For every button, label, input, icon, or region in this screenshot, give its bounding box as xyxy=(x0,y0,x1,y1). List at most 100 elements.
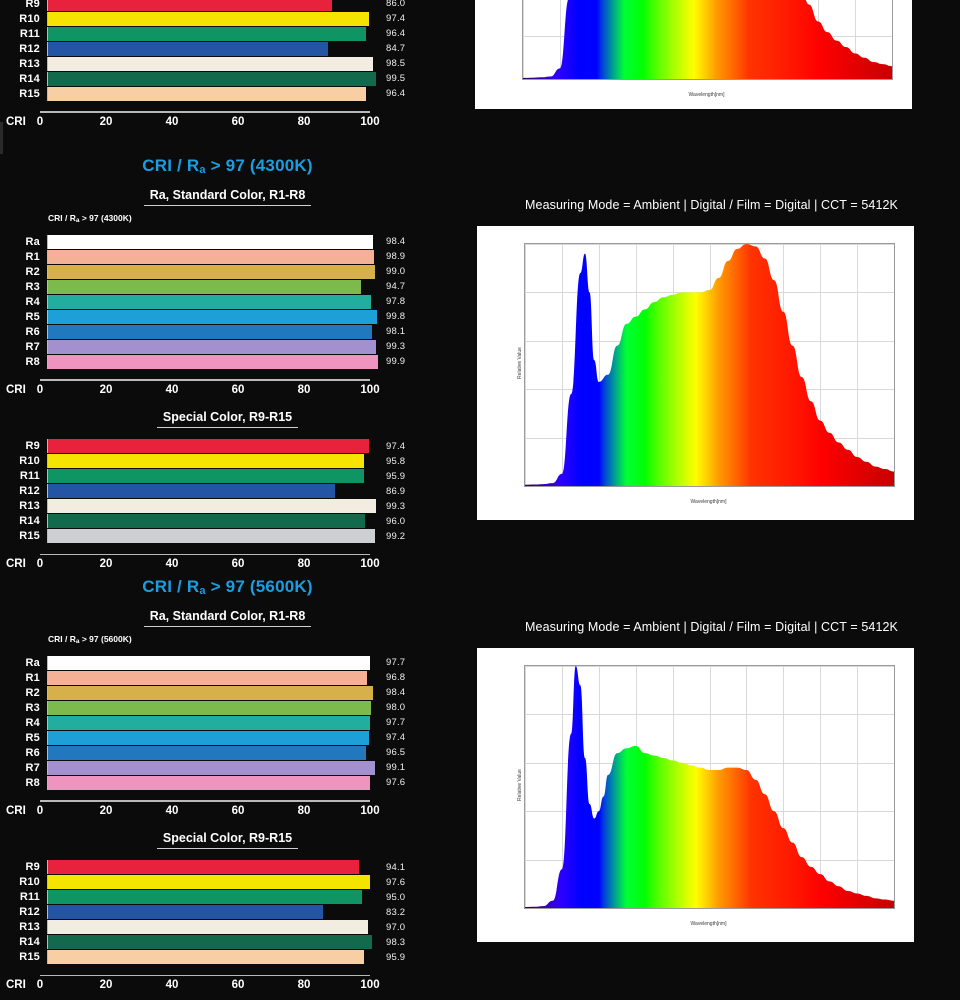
bar-value-label: 86.0 xyxy=(386,0,406,9)
bar-row-label: R3 xyxy=(25,701,40,714)
spd-plot-4300k: 3804204605005405806206607007407800.00.20… xyxy=(478,227,913,519)
bar-fill xyxy=(48,469,365,484)
bar-row: R11 95.0 xyxy=(0,890,455,905)
x-tick-mark xyxy=(820,486,821,487)
cri-axis-tick: 0 xyxy=(36,383,44,396)
bar-fill xyxy=(48,354,378,369)
cri-axis-tag: CRI xyxy=(6,979,26,992)
bar-track xyxy=(47,860,378,875)
bar-value-label: 99.8 xyxy=(386,311,406,322)
axis-line xyxy=(40,111,370,113)
spd-curve xyxy=(525,666,894,908)
y-tick-mark xyxy=(524,438,525,439)
bar-row: R8 99.9 xyxy=(0,354,455,369)
chart-special-top: R9 86.0 R10 97.4 R11 96.4 R12 84.7 R13 98.5 R14 99.… xyxy=(0,0,428,134)
bar-row: R10 97.4 xyxy=(0,11,428,26)
grid-line-vertical xyxy=(894,666,895,908)
bar-row: R2 98.4 xyxy=(0,685,455,700)
bar-track xyxy=(47,950,378,965)
measuring-mode-line-4300k: Measuring Mode = Ambient | Digital / Fil… xyxy=(525,198,898,212)
bar-row-label: R2 xyxy=(25,686,40,699)
spd-group-5600k: Measuring Mode = Ambient | Digital / Fil… xyxy=(455,620,960,942)
bar-value-label: 99.2 xyxy=(386,530,406,542)
bar-track xyxy=(47,514,378,529)
bar-row: R14 98.3 xyxy=(0,935,455,950)
grid-line-vertical xyxy=(598,666,600,908)
bar-value-label: 97.7 xyxy=(386,717,406,728)
cri-axis-tick: 20 xyxy=(99,383,113,396)
cri-axis-tick: 80 xyxy=(297,804,311,817)
bar-track xyxy=(47,324,378,339)
bar-value-label: 98.4 xyxy=(386,687,406,698)
bar-row-label: R10 xyxy=(19,12,40,25)
bar-track xyxy=(47,249,378,264)
x-tick-mark xyxy=(636,486,637,487)
bar-row-label: R9 xyxy=(25,0,40,10)
grid-line-vertical xyxy=(855,0,857,79)
bar-value-label: 95.0 xyxy=(386,891,406,903)
spd-plot-5600k: 3804204605005405806206607007407800.00.20… xyxy=(478,649,913,941)
chart-standard-4300k: Ra, Standard Color, R1-R8 CRI / Ra > 97 … xyxy=(0,188,455,402)
bar-row-label: R11 xyxy=(19,470,40,483)
corner-label-subscript: a xyxy=(75,217,80,224)
y-tick-mark xyxy=(524,811,525,812)
x-tick-mark xyxy=(597,79,598,80)
x-tick-mark xyxy=(710,486,711,487)
bar-value-label: 98.5 xyxy=(386,58,406,69)
bar-track xyxy=(47,56,378,71)
x-tick-mark xyxy=(599,486,600,487)
bar-track xyxy=(47,294,378,309)
x-tick-mark xyxy=(525,486,526,487)
bar-track xyxy=(47,890,378,905)
cri-axis-tick: 0 xyxy=(36,115,44,128)
section-title-rest: > 97 (5600K) xyxy=(205,577,313,596)
section-title-main: CRI / R xyxy=(142,577,200,596)
bar-fill xyxy=(48,294,371,309)
cri-axis-tick: 80 xyxy=(297,979,311,992)
bar-fill xyxy=(48,41,328,56)
bar-track xyxy=(47,26,378,41)
axis-tick-labels: CRI 0 20 40 60 80 100 xyxy=(6,556,380,576)
bar-row: R6 98.1 xyxy=(0,324,455,339)
bar-row-label: R4 xyxy=(25,295,40,308)
bar-fill xyxy=(48,279,361,294)
cri-axis-tick: 0 xyxy=(36,558,44,571)
x-tick-mark xyxy=(708,79,709,80)
grid-line-vertical xyxy=(525,666,526,908)
bar-row-label: R12 xyxy=(19,906,40,919)
bar-value-label: 86.9 xyxy=(386,485,406,497)
bar-track xyxy=(47,86,378,101)
cri-axis-tick: 40 xyxy=(165,558,179,571)
bar-value-label: 98.0 xyxy=(386,702,406,713)
bar-row: R9 97.4 xyxy=(0,439,455,454)
bar-value-label: 99.0 xyxy=(386,266,406,277)
section-5600k: CRI / Ra > 97 (5600K) Ra, Standard Color… xyxy=(0,577,455,997)
bar-row-label: R14 xyxy=(19,72,40,85)
bar-row-label: R12 xyxy=(19,485,40,498)
bar-fill xyxy=(48,760,376,775)
bar-row: R10 97.6 xyxy=(0,875,455,890)
bar-value-label: 96.5 xyxy=(386,747,406,758)
bar-track xyxy=(47,775,378,790)
chart-corner-label: CRI / Ra > 97 (5600K) xyxy=(48,634,455,645)
bar-track xyxy=(47,71,378,86)
x-tick-mark xyxy=(857,486,858,487)
bar-track xyxy=(47,875,378,890)
bar-track xyxy=(47,760,378,775)
bar-value-label: 99.3 xyxy=(386,341,406,352)
bar-value-label: 97.8 xyxy=(386,296,406,307)
x-tick-mark xyxy=(783,486,784,487)
axis-line xyxy=(40,553,370,556)
bar-row-label: R7 xyxy=(25,340,40,353)
bar-fill xyxy=(48,324,372,339)
bar-row: R15 99.2 xyxy=(0,529,455,544)
bar-fill xyxy=(48,700,372,715)
bar-row: R14 99.5 xyxy=(0,71,428,86)
chart-heading-text: Ra, Standard Color, R1-R8 xyxy=(143,609,312,627)
y-tick-mark xyxy=(524,666,525,667)
bar-fill xyxy=(48,890,362,905)
grid-line-vertical xyxy=(523,0,524,79)
x-tick-mark xyxy=(523,79,524,80)
section-title-main: CRI / R xyxy=(142,156,200,175)
